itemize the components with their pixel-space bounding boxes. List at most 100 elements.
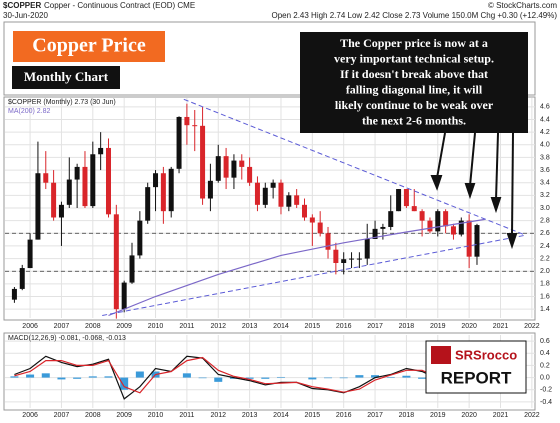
x-tick-label: 2016	[336, 412, 352, 419]
histogram-bar	[355, 375, 364, 378]
annotation-text: the next 2-6 months.	[362, 113, 466, 127]
annotation-box	[300, 32, 528, 133]
histogram-bar	[324, 377, 333, 379]
y-tick-label: -0.4	[540, 399, 552, 406]
x-tick-label: 2021	[493, 412, 509, 419]
candle-body	[294, 195, 300, 205]
x-tick-label: 2016	[336, 323, 352, 330]
candle-body	[200, 125, 206, 199]
y-tick-label: 1.6	[540, 293, 550, 300]
candle-body	[301, 204, 307, 218]
candle-body	[427, 220, 433, 232]
x-tick-label: 2006	[22, 323, 38, 330]
arrow	[436, 132, 446, 179]
y-tick-label: 2.4	[540, 243, 550, 250]
x-tick-label: 2010	[148, 412, 164, 419]
candle-body	[450, 226, 456, 235]
candle-body	[145, 187, 151, 221]
x-tick-label: 2011	[179, 323, 194, 330]
candle-body	[278, 182, 284, 207]
x-tick-label: 2007	[54, 412, 70, 419]
candle-body	[82, 166, 88, 207]
x-tick-label: 2006	[22, 412, 38, 419]
candle-body	[27, 239, 33, 269]
candle-body	[333, 249, 339, 263]
histogram-bar	[198, 377, 207, 379]
candle-body	[349, 258, 355, 260]
candle-body	[121, 282, 127, 310]
arrow	[511, 132, 514, 237]
histogram-bar	[41, 373, 50, 378]
arrow-head	[490, 197, 502, 214]
candle-body	[458, 220, 464, 235]
candle-body	[215, 156, 221, 181]
macd-line	[14, 355, 485, 400]
x-tick-label: 2022	[524, 323, 540, 330]
symbol: $COPPER	[3, 1, 41, 10]
candle-body	[11, 288, 17, 300]
y-tick-label: 3.2	[540, 192, 550, 199]
title-box	[11, 29, 167, 64]
x-tick-label: 2009	[116, 412, 132, 419]
y-tick-label: 0.0	[540, 374, 550, 381]
candle-body	[443, 211, 449, 227]
histogram-bar	[182, 373, 191, 378]
histogram-bar	[245, 377, 254, 379]
candle-body	[247, 166, 253, 183]
histogram-bar	[402, 375, 411, 378]
x-tick-label: 2014	[273, 323, 289, 330]
arrow	[469, 132, 476, 187]
ma-line	[108, 218, 485, 317]
candle-body	[396, 189, 402, 212]
x-tick-label: 2012	[210, 412, 226, 419]
x-tick-label: 2013	[242, 323, 258, 330]
candle-body	[411, 206, 417, 212]
candle-body	[388, 211, 394, 227]
histogram-bar	[386, 376, 395, 378]
candle-body	[270, 182, 276, 188]
candle-body	[435, 211, 441, 232]
x-tick-label: 2015	[305, 323, 321, 330]
candle-body	[51, 182, 57, 218]
x-tick-label: 2010	[148, 323, 164, 330]
histogram-bar	[308, 377, 317, 380]
histogram-bar	[104, 376, 113, 378]
y-tick-label: 4.4	[540, 116, 550, 123]
histogram-bar	[214, 377, 223, 382]
arrow-head	[506, 233, 518, 250]
candle-body	[58, 204, 64, 218]
x-tick-label: 2009	[116, 323, 132, 330]
x-tick-label: 2021	[493, 323, 509, 330]
x-tick-label: 2018	[399, 412, 415, 419]
y-tick-label: 4.2	[540, 129, 550, 136]
annotation-text: The Copper price is now at a	[340, 36, 488, 50]
y-tick-label: 2.0	[540, 268, 550, 275]
candle-body	[380, 226, 386, 229]
annotation-text: falling diagonal line, it will	[346, 82, 483, 96]
annotation-text: very important technical setup.	[334, 51, 494, 65]
macd-line	[14, 356, 485, 394]
candle-body	[105, 147, 111, 215]
arrow-head	[464, 183, 476, 200]
histogram-bar	[88, 376, 97, 378]
candle-body	[90, 154, 96, 207]
candle-body	[372, 228, 378, 239]
candle-body	[239, 160, 245, 167]
annotation-text: likely continue to be weak over	[335, 98, 494, 112]
y-tick-label: 0.6	[540, 338, 550, 345]
y-tick-label: 2.8	[540, 217, 550, 224]
y-tick-label: 1.8	[540, 281, 550, 288]
candle-body	[325, 233, 331, 250]
x-tick-label: 2008	[85, 412, 101, 419]
candle-body	[403, 189, 409, 207]
histogram-bar	[57, 377, 66, 380]
candle-body	[129, 255, 135, 283]
y-tick-label: 3.4	[540, 180, 550, 187]
date: 30-Jun-2020	[3, 11, 48, 20]
x-tick-label: 2008	[85, 323, 101, 330]
candle-body	[286, 195, 292, 207]
legend-price: $COPPER (Monthly) 2.73 (30 Jun)	[8, 99, 116, 106]
x-tick-label: 2020	[461, 323, 477, 330]
logo-icon	[431, 346, 451, 364]
